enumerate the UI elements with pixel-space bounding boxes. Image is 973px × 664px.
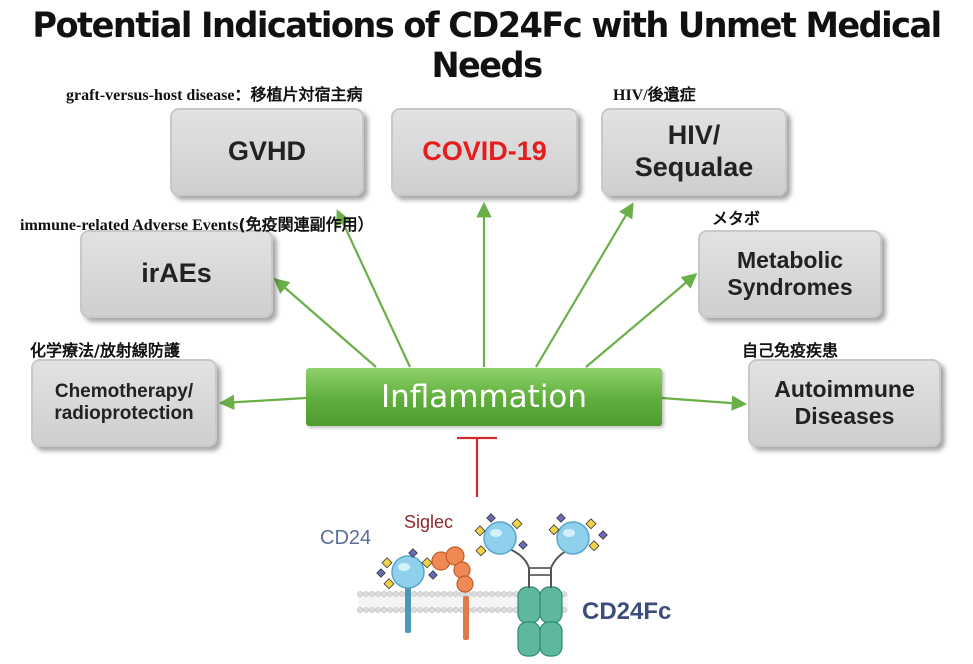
membrane-lipid bbox=[489, 607, 495, 613]
note-gvhd: graft-versus-host disease：移植片対宿主病 bbox=[66, 85, 363, 104]
membrane-lipid bbox=[393, 607, 399, 613]
box-autoimmune: Autoimmune Diseases bbox=[748, 359, 941, 447]
membrane-lipid bbox=[417, 607, 423, 613]
membrane-lipid bbox=[453, 607, 459, 613]
arrow-to-metabolic bbox=[585, 273, 698, 368]
box-chemo: Chemotherapy/ radioprotection bbox=[31, 359, 217, 447]
membrane-lipid bbox=[417, 591, 423, 597]
membrane-lipid bbox=[447, 591, 453, 597]
membrane-lipid bbox=[375, 591, 381, 597]
membrane-lipid bbox=[495, 607, 501, 613]
membrane-lipid bbox=[387, 607, 393, 613]
box-metabolic: Metabolic Syndromes bbox=[698, 230, 882, 318]
membrane-lipid bbox=[381, 591, 387, 597]
membrane-lipid bbox=[507, 591, 513, 597]
membrane-lipid bbox=[411, 607, 417, 613]
cd24fc-label: CD24Fc bbox=[582, 598, 672, 625]
box-gvhd: GVHD bbox=[170, 108, 364, 196]
membrane-lipid bbox=[399, 591, 405, 597]
membrane-lipid bbox=[369, 607, 375, 613]
membrane-lipid bbox=[429, 607, 435, 613]
membrane-lipid bbox=[483, 607, 489, 613]
cd24-molecule bbox=[376, 548, 438, 633]
arrow-to-iraes bbox=[273, 277, 377, 368]
membrane-lipid bbox=[471, 591, 477, 597]
membrane-lipid bbox=[441, 591, 447, 597]
cd24-label: CD24 bbox=[320, 527, 372, 549]
siglec-molecule bbox=[431, 546, 474, 640]
membrane-lipid bbox=[471, 607, 477, 613]
arrow-to-hiv bbox=[535, 202, 634, 368]
membrane-lipid bbox=[363, 607, 369, 613]
siglec-label: Siglec bbox=[404, 512, 454, 532]
note-chemo: 化学療法/放射線防護 bbox=[30, 341, 180, 360]
membrane-lipid bbox=[477, 607, 483, 613]
membrane-lipid bbox=[357, 607, 363, 613]
membrane-lipid bbox=[423, 607, 429, 613]
membrane-lipid bbox=[441, 607, 447, 613]
membrane-lipid bbox=[453, 591, 459, 597]
membrane-lipid bbox=[357, 591, 363, 597]
arrow-to-autoimmune bbox=[661, 395, 748, 411]
membrane-lipid bbox=[507, 607, 513, 613]
membrane-lipid bbox=[375, 607, 381, 613]
box-iraes: irAEs bbox=[80, 230, 273, 318]
arrow-to-chemo bbox=[218, 394, 307, 410]
membrane-lipid bbox=[435, 607, 441, 613]
box-hiv: HIV/ Sequalae bbox=[601, 108, 787, 196]
membrane-lipid bbox=[411, 591, 417, 597]
membrane-lipid bbox=[387, 591, 393, 597]
membrane-lipid bbox=[435, 591, 441, 597]
membrane-lipid bbox=[447, 607, 453, 613]
membrane-lipid bbox=[399, 607, 405, 613]
membrane-lipid bbox=[483, 591, 489, 597]
arrow-to-gvhd bbox=[336, 209, 411, 368]
membrane-lipid bbox=[363, 591, 369, 597]
box-covid: COVID-19 bbox=[391, 108, 578, 196]
page-title: Potential Indications of CD24Fc with Unm… bbox=[32, 6, 942, 86]
membrane-lipid bbox=[393, 591, 399, 597]
membrane-lipid bbox=[501, 591, 507, 597]
membrane-lipid bbox=[477, 591, 483, 597]
membrane-lipid bbox=[489, 591, 495, 597]
membrane-lipid bbox=[381, 607, 387, 613]
inhibition-symbol bbox=[457, 436, 497, 497]
membrane-lipid bbox=[369, 591, 375, 597]
cd24fc-molecule bbox=[474, 513, 608, 657]
note-autoimmune: 自己免疫疾患 bbox=[742, 341, 839, 360]
membrane-lipid bbox=[423, 591, 429, 597]
membrane-lipid bbox=[429, 591, 435, 597]
inflammation-node: Inflammation bbox=[306, 368, 662, 426]
note-hiv: HIV/後遺症 bbox=[613, 87, 696, 104]
note-metabolic: メタボ bbox=[712, 209, 761, 228]
note-iraes: immune-related Adverse Events(免疫関連副作用） bbox=[20, 215, 374, 234]
membrane-lipid bbox=[501, 607, 507, 613]
membrane-lipid bbox=[495, 591, 501, 597]
